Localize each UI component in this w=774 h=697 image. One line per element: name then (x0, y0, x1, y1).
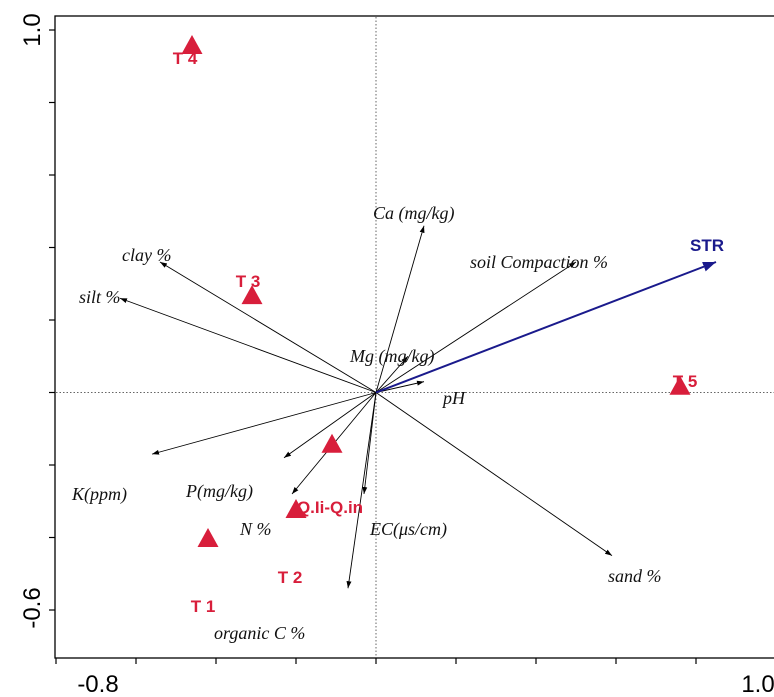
vector-clay (159, 261, 377, 393)
vector-sand (375, 392, 613, 556)
vector-p-mg-kg (283, 392, 377, 459)
site-marker-t-2 (285, 499, 307, 518)
vector-label-p-mg-kg: P(mg/kg) (185, 481, 253, 502)
vector-label-ca-mg-kg: Ca (mg/kg) (373, 203, 454, 224)
site-label-t-2: T 2 (278, 568, 303, 587)
vector-label-n: N % (239, 519, 272, 539)
vector-label-soil-compaction: soil Compaction % (470, 252, 608, 272)
vector-label-k-ppm: K(ppm) (71, 484, 127, 505)
vector-ca-mg-kg (375, 225, 425, 393)
axis-ticks (49, 29, 697, 664)
vector-organic-c (346, 392, 377, 589)
response-label-str: STR (690, 236, 724, 255)
plot-frame (54, 15, 774, 659)
response-arrow-group: STR (375, 236, 724, 394)
site-label-q-ii-q-in: Q.Ii-Q.in (297, 498, 363, 517)
site-label-t-1: T 1 (191, 597, 216, 616)
vector-label-organic-c: organic C % (214, 623, 305, 643)
site-marker-t-3 (241, 285, 263, 305)
vector-label-sand: sand % (608, 566, 662, 586)
site-marker-t-4 (181, 35, 203, 54)
site-label-t-3: T 3 (236, 272, 261, 291)
vector-label-clay: clay % (122, 245, 171, 265)
response-arrow-str (375, 261, 717, 394)
vector-label-silt: silt % (79, 287, 121, 307)
site-marker-q-ii-q-in (321, 433, 343, 453)
x-tick-label-left: -0.8 (77, 671, 118, 697)
site-marker-t-1 (197, 528, 219, 547)
vector-mg-mg-kg (375, 355, 409, 393)
site-markers: T 4 T 3 T 5 Q.Ii-Q.in T 2 T 1 (173, 35, 698, 616)
vector-k-ppm (151, 392, 377, 455)
site-marker-t-5 (669, 375, 691, 395)
site-label-t-4: T 4 (173, 49, 198, 68)
vector-label-ec-s-cm: EC(μs/cm) (369, 519, 447, 540)
vector-label-ph: pH (441, 388, 466, 408)
vector-silt (119, 297, 377, 393)
environmental-vectors: Ca (mg/kg) soil Compaction % clay % silt % M… (71, 203, 662, 643)
origin-crosshair (56, 17, 774, 657)
site-label-t-5: T 5 (673, 372, 698, 391)
y-tick-label-top: 1.0 (19, 13, 46, 46)
y-tick-label-bottom: -0.6 (19, 587, 46, 628)
vector-ph (375, 380, 425, 393)
x-tick-label-right: 1.0 (741, 671, 774, 697)
vector-soil-compaction (375, 261, 577, 393)
vector-label-mg-mg-kg: Mg (mg/kg) (349, 346, 434, 367)
